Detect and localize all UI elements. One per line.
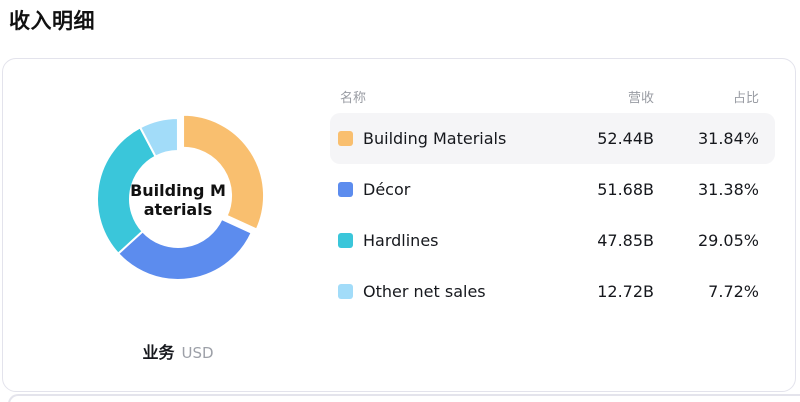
table-row[interactable]: Building Materials 52.44B 31.84% [330,113,775,164]
breakdown-table-body: Building Materials 52.44B 31.84% Décor 51.68… [330,113,775,317]
legend-swatch [338,284,353,299]
row-revenue: 51.68B [597,180,654,199]
table-header-row: 名称 营收 占比 [330,83,775,109]
table-row[interactable]: Décor 51.68B 31.38% [330,164,775,215]
row-share: 7.72% [708,282,759,301]
donut-slice-building-materials[interactable] [182,113,266,231]
row-revenue: 12.72B [597,282,654,301]
donut-slice-d-cor[interactable] [117,218,253,281]
row-name: Building Materials [363,129,507,148]
currency-unit: USD [181,344,214,362]
legend-swatch [338,182,353,197]
donut-center-line2: aterials [143,200,213,219]
header-share: 占比 [732,90,759,106]
page-title: 收入明细 [9,9,95,33]
row-share: 31.38% [697,180,759,199]
donut-chart [96,113,266,281]
donut-center-label: Building M aterials [118,181,238,219]
legend-swatch [338,131,353,146]
table-row[interactable]: Other net sales 12.72B 7.72% [330,266,775,317]
table-row[interactable]: Hardlines 47.85B 29.05% [330,215,775,266]
dimension-label: 业务 USD [68,339,288,363]
row-name: Hardlines [363,231,439,250]
next-card-top-edge [8,394,800,402]
row-share: 31.84% [697,129,759,148]
row-name: Décor [363,180,411,199]
donut-slice-other-net-sales[interactable] [139,117,179,158]
header-revenue: 营收 [627,90,654,106]
row-revenue: 47.85B [597,231,654,250]
dimension-name: 业务 [142,343,175,362]
donut-chart-area [78,99,278,299]
row-share: 29.05% [697,231,759,250]
donut-center-line1: Building M [130,181,226,200]
breakdown-table: 名称 营收 占比 Building Materials 52.44B 31.84% D… [330,83,775,317]
row-name: Other net sales [363,282,486,301]
legend-swatch [338,233,353,248]
header-name: 名称 [340,90,367,106]
row-revenue: 52.44B [597,129,654,148]
